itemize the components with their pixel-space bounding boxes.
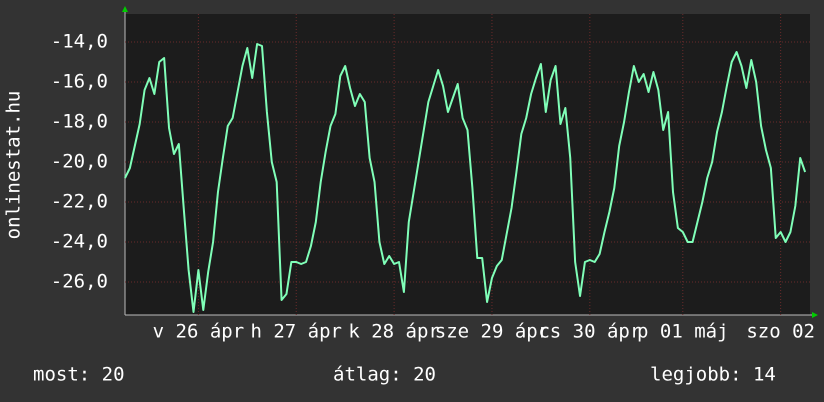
y-tick-label: -14,0 [51, 31, 108, 53]
x-tick-label: sze 29 ápr [435, 321, 549, 343]
x-tick-label: k 28 ápr [348, 321, 440, 343]
x-arrow [812, 312, 818, 318]
x-tick-label: cs 30 ápr [538, 321, 641, 343]
footer-text: most: 20 [33, 364, 125, 386]
x-tick-label: v 26 ápr [153, 321, 245, 343]
y-tick-label: -26,0 [51, 271, 108, 293]
y-tick-label: -24,0 [51, 231, 108, 253]
y-tick-label: -20,0 [51, 151, 108, 173]
y-arrow [122, 6, 128, 12]
data-line [124, 43, 807, 313]
y-tick-label: -22,0 [51, 191, 108, 213]
y-axis-label: onlinestat.hu [3, 91, 25, 240]
x-tick-label: h 27 ápr [250, 321, 342, 343]
y-tick-label: -16,0 [51, 71, 108, 93]
x-tick-label: szo 02 [746, 321, 815, 343]
x-tick-label: p 01 máj [637, 321, 729, 343]
plot-area [125, 14, 810, 315]
footer-text: átlag: 20 [333, 364, 436, 386]
footer-text: legjobb: 14 [650, 364, 776, 386]
y-tick-label: -18,0 [51, 111, 108, 133]
